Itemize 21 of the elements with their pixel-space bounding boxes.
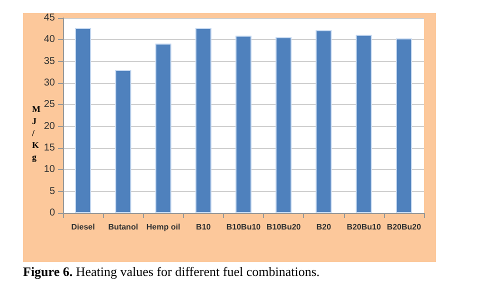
y-tick-label: 35 bbox=[44, 56, 56, 67]
caption: Figure 6. Heating values for different fuel combinations. bbox=[23, 264, 320, 279]
x-tick-label: B10Bu10 bbox=[226, 222, 262, 232]
y-tick-label: 45 bbox=[44, 12, 56, 24]
x-tick-label: B10Bu20 bbox=[266, 222, 302, 232]
y-tick-label: 5 bbox=[49, 186, 56, 197]
y-tick-label: 20 bbox=[44, 120, 56, 132]
y-tick-label: 15 bbox=[44, 142, 56, 154]
y-axis-title: MJ/Kg bbox=[31, 104, 41, 162]
x-tick-label: B20Bu20 bbox=[386, 222, 422, 232]
x-tick-label: B20Bu10 bbox=[346, 222, 382, 232]
x-tick-label: Diesel bbox=[71, 222, 95, 232]
x-tick-label: B20 bbox=[316, 222, 332, 232]
x-tick-label: Hemp oil bbox=[146, 222, 180, 232]
y-tick-label: 0 bbox=[49, 208, 56, 218]
x-tick-label: Butanol bbox=[108, 222, 138, 232]
y-tick-label: 25 bbox=[44, 99, 56, 110]
y-tick-label: 40 bbox=[44, 34, 56, 46]
y-tick-label: 30 bbox=[44, 78, 56, 88]
y-tick-label: 10 bbox=[44, 164, 56, 176]
x-tick-label: B10 bbox=[196, 222, 212, 232]
